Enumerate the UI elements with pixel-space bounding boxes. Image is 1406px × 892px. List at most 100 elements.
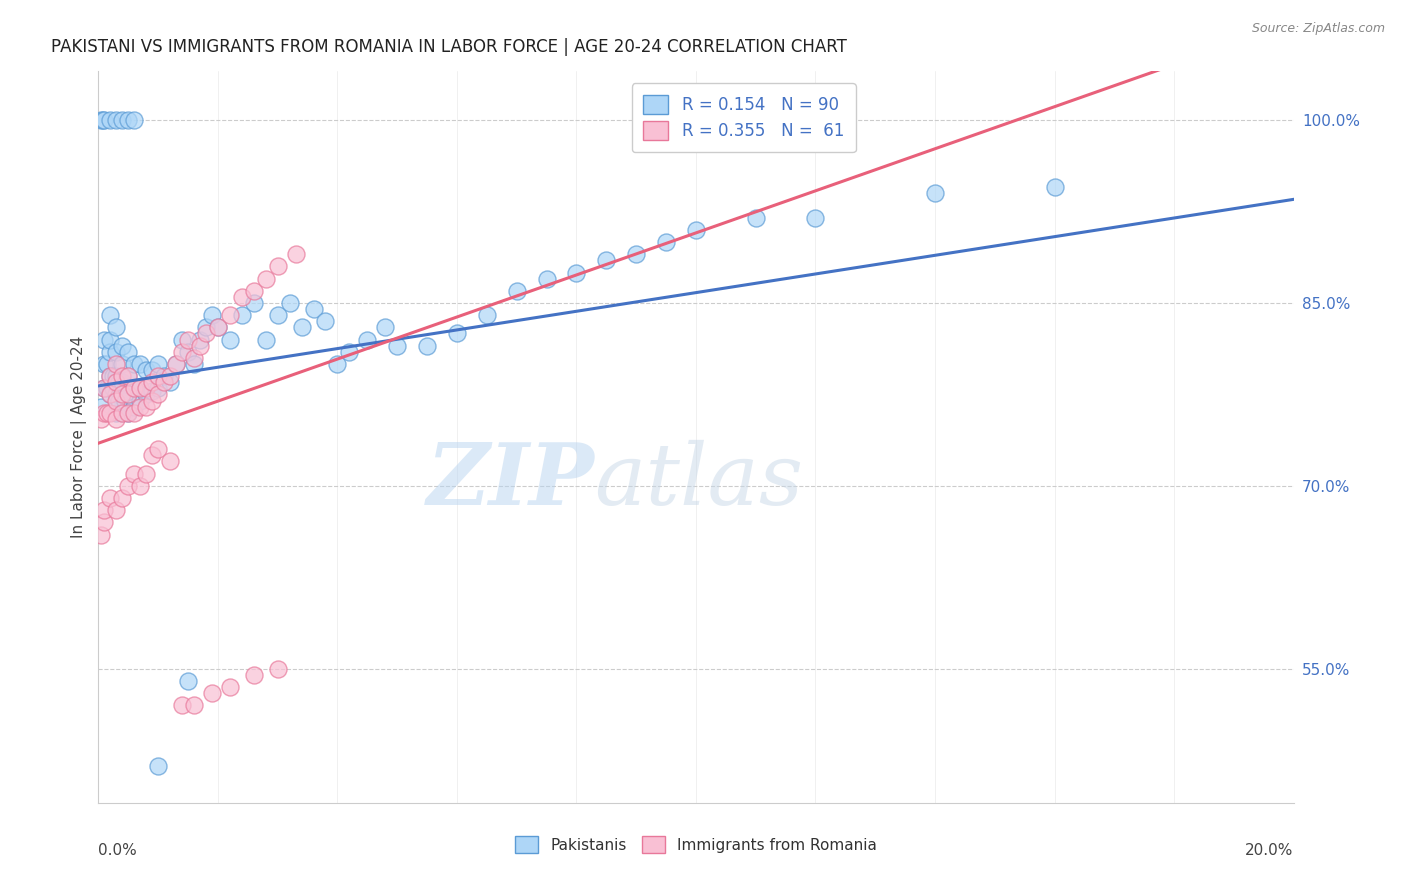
Point bbox=[117, 406, 139, 420]
Point bbox=[93, 503, 115, 517]
Point bbox=[111, 406, 134, 420]
Point bbox=[148, 442, 170, 457]
Point bbox=[111, 357, 134, 371]
Point bbox=[98, 387, 122, 401]
Point bbox=[135, 467, 157, 481]
Text: Source: ZipAtlas.com: Source: ZipAtlas.com bbox=[1251, 22, 1385, 36]
Point bbox=[291, 320, 314, 334]
Point bbox=[626, 247, 648, 261]
Point bbox=[129, 400, 152, 414]
Point bbox=[177, 333, 200, 347]
Point bbox=[165, 357, 187, 371]
Point bbox=[124, 113, 146, 128]
Point bbox=[103, 381, 125, 395]
Point bbox=[339, 344, 361, 359]
Point bbox=[98, 406, 122, 420]
Point bbox=[385, 339, 409, 353]
Point bbox=[117, 344, 139, 359]
Point bbox=[117, 113, 139, 128]
Point bbox=[745, 211, 768, 225]
Text: 20.0%: 20.0% bbox=[1246, 843, 1294, 858]
Point bbox=[924, 186, 946, 201]
Point bbox=[302, 301, 325, 317]
Point bbox=[254, 271, 277, 285]
Point bbox=[90, 527, 112, 541]
Point bbox=[117, 369, 139, 384]
Point bbox=[219, 680, 242, 694]
Point bbox=[98, 369, 122, 384]
Point bbox=[129, 381, 152, 395]
Point bbox=[117, 369, 139, 384]
Point bbox=[105, 357, 128, 371]
Point bbox=[129, 357, 152, 371]
Point bbox=[90, 412, 112, 426]
Point bbox=[93, 113, 115, 128]
Point bbox=[141, 449, 163, 463]
Point bbox=[188, 333, 211, 347]
Point bbox=[141, 384, 163, 398]
Point bbox=[124, 381, 146, 395]
Point bbox=[446, 326, 468, 341]
Point bbox=[111, 113, 134, 128]
Point bbox=[96, 381, 118, 395]
Point bbox=[98, 491, 122, 505]
Point bbox=[114, 393, 136, 408]
Text: PAKISTANI VS IMMIGRANTS FROM ROMANIA IN LABOR FORCE | AGE 20-24 CORRELATION CHAR: PAKISTANI VS IMMIGRANTS FROM ROMANIA IN … bbox=[51, 38, 846, 56]
Point bbox=[93, 333, 115, 347]
Point bbox=[141, 393, 163, 408]
Point bbox=[536, 271, 558, 285]
Point bbox=[153, 369, 176, 384]
Point bbox=[188, 339, 211, 353]
Point bbox=[105, 387, 128, 401]
Point bbox=[254, 333, 277, 347]
Point bbox=[159, 376, 181, 390]
Point bbox=[105, 393, 128, 408]
Point bbox=[267, 662, 290, 676]
Point bbox=[111, 339, 134, 353]
Y-axis label: In Labor Force | Age 20-24: In Labor Force | Age 20-24 bbox=[72, 336, 87, 538]
Point bbox=[135, 363, 157, 377]
Point bbox=[105, 113, 128, 128]
Point bbox=[124, 357, 146, 371]
Point bbox=[98, 113, 122, 128]
Point bbox=[153, 376, 176, 390]
Point bbox=[267, 308, 290, 322]
Point bbox=[183, 351, 205, 365]
Point bbox=[141, 363, 163, 377]
Point bbox=[105, 406, 128, 420]
Point bbox=[148, 387, 170, 401]
Point bbox=[207, 320, 229, 334]
Point bbox=[93, 406, 115, 420]
Point bbox=[91, 113, 114, 128]
Text: 0.0%: 0.0% bbox=[98, 843, 138, 858]
Point bbox=[108, 393, 131, 408]
Point bbox=[1043, 180, 1066, 194]
Point bbox=[124, 406, 146, 420]
Point bbox=[135, 381, 157, 395]
Point bbox=[93, 516, 115, 530]
Point bbox=[374, 320, 396, 334]
Point bbox=[108, 376, 131, 390]
Point bbox=[148, 381, 170, 395]
Point bbox=[124, 467, 146, 481]
Point bbox=[231, 290, 253, 304]
Text: atlas: atlas bbox=[595, 440, 803, 523]
Point bbox=[98, 333, 122, 347]
Point bbox=[124, 381, 146, 395]
Point bbox=[93, 357, 115, 371]
Point bbox=[183, 357, 205, 371]
Point bbox=[105, 320, 128, 334]
Point bbox=[177, 673, 200, 688]
Point bbox=[172, 698, 194, 713]
Point bbox=[243, 296, 266, 310]
Point bbox=[93, 381, 115, 395]
Point bbox=[105, 503, 128, 517]
Point bbox=[111, 376, 134, 390]
Point bbox=[117, 387, 139, 401]
Point bbox=[172, 333, 194, 347]
Point bbox=[129, 479, 152, 493]
Point bbox=[172, 344, 194, 359]
Point bbox=[159, 369, 181, 384]
Point bbox=[219, 333, 242, 347]
Point bbox=[105, 369, 128, 384]
